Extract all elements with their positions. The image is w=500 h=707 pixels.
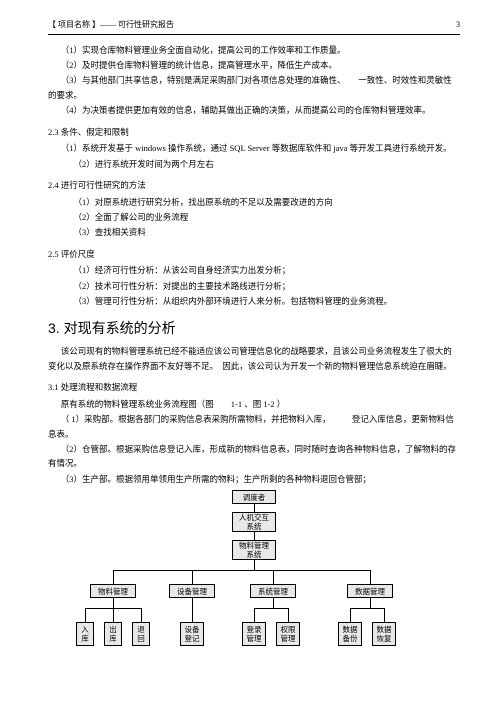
- sec-2-5-title: 2.5 评价尺度: [48, 247, 460, 261]
- sec-2-4-l1: （1）对原系统进行研究分析，找出原系统的不足以及需要改进的方向: [48, 195, 460, 209]
- chart-vline-8: [192, 598, 193, 608]
- item-1-3: （3）与其他部门共享信息，特别是满足采购部门对各项信息处理的准确性、 一致性、时…: [48, 73, 460, 102]
- chart-vline-13: [141, 608, 142, 622]
- sec-3-1-p1: 原有系统的物料管理系统业务流程图（图 1-1 、图 1-2 ）: [48, 397, 460, 411]
- chart-mid-2: 系统管理: [250, 584, 296, 598]
- sec-2-5-l3: （3）管理可行性分析：从组织内外部环境进行人来分析。包括物料管理的业务流程。: [48, 294, 460, 308]
- chart-vline-15: [254, 608, 255, 622]
- item-1-4: （4）为决策者提供更加有效的信息，辅助其做出正确的决策，从而提高公司的仓库物料管…: [48, 103, 460, 117]
- chart-leaf-1: 出 库: [104, 622, 122, 646]
- chart-hline-0: [113, 570, 370, 571]
- header-left: 【 项目名称 】—— 可行性研究报告: [48, 18, 174, 32]
- page-header: 【 项目名称 】—— 可行性研究报告 3: [48, 18, 460, 35]
- chart-vline-0: [254, 504, 255, 512]
- sec-2-5-l2: （2）技术可行性分析：对提出的主要技术路线进行分析；: [48, 279, 460, 293]
- header-page: 3: [456, 18, 460, 32]
- chart-leaf-3: 设备 登记: [180, 622, 204, 646]
- item-1-1: （1）实现仓库物料管理业务全面自动化，提高公司的工作效率和工作质量。: [48, 43, 460, 57]
- chart-top-0: 调度者: [232, 490, 276, 504]
- chart-top-2: 物料管理 系统: [232, 540, 276, 560]
- chart-hline-3: [350, 608, 384, 609]
- sec-2-3-title: 2.3 条件、假定和限制: [48, 125, 460, 139]
- chart-leaf-6: 数据 备份: [338, 622, 362, 646]
- chart-vline-3: [113, 570, 114, 584]
- chart-mid-1: 设备管理: [169, 584, 215, 598]
- chart-vline-6: [370, 570, 371, 584]
- chart-leaf-7: 数据 恢复: [372, 622, 396, 646]
- chart-vline-2: [254, 560, 255, 570]
- sec-2-3-l2: （2）进行系统开发时间为两个月左右: [48, 157, 460, 171]
- chart-vline-16: [288, 608, 289, 622]
- item-1-2: （2）及时提供仓库物料管理的统计信息，提高管理水平，降低生产成本。: [48, 58, 460, 72]
- sec-2-5-l1: （1）经济可行性分析：从该公司自身经济实力出发分析；: [48, 263, 460, 277]
- chart-vline-5: [273, 570, 274, 584]
- section-3-intro: 该公司现有的物料管理系统已经不能适应该公司管理信息化的战略要求，且该公司业务流程…: [48, 344, 460, 373]
- flowchart-diagram: 调度者人机交互 系统物料管理 系统物料管理 设备管理 系统管理 数据管理入 库出 库退…: [64, 490, 444, 660]
- chart-vline-12: [113, 608, 114, 622]
- chart-vline-10: [370, 598, 371, 608]
- sec-2-4-title: 2.4 进行可行性研究的方法: [48, 178, 460, 192]
- chart-leaf-2: 退 回: [132, 622, 150, 646]
- sec-3-1-p3: （2）仓管部。根据采购信息登记入库，形成新的物料信息表，同时随时查询各种物料信息…: [48, 442, 460, 471]
- chart-hline-1: [85, 608, 141, 609]
- chart-vline-14: [192, 608, 193, 622]
- chart-vline-7: [113, 598, 114, 608]
- chart-leaf-4: 登录 管理: [242, 622, 266, 646]
- chart-vline-4: [192, 570, 193, 584]
- chart-mid-3: 数据管理: [347, 584, 393, 598]
- section-3-heading: 3. 对现有系统的分析: [48, 317, 460, 341]
- chart-vline-1: [254, 532, 255, 540]
- chart-vline-9: [273, 598, 274, 608]
- chart-leaf-5: 权限 管理: [276, 622, 300, 646]
- chart-vline-11: [85, 608, 86, 622]
- sec-2-4-l3: （3）查找相关资料: [48, 225, 460, 239]
- sec-3-1-p2: （ 1）采购部。根据各部门的采购信息表采购所需物料，并把物料入库， 登记入库信息…: [48, 412, 460, 441]
- sec-2-3-l1: （1）系统开发基于 windows 操作系统，通过 SQL Server 等数据…: [48, 141, 460, 155]
- sec-3-1-p4: （3）生产部。根据领用单领用生产所需的物料；生产所剩的各种物料退回仓管部；: [48, 472, 460, 486]
- chart-vline-18: [384, 608, 385, 622]
- chart-leaf-0: 入 库: [76, 622, 94, 646]
- chart-mid-0: 物料管理: [90, 584, 136, 598]
- sec-2-4-l2: （2）全面了解公司的业务流程: [48, 210, 460, 224]
- sec-3-1-title: 3.1 处理流程和数据流程: [48, 380, 460, 394]
- chart-vline-17: [350, 608, 351, 622]
- chart-top-1: 人机交互 系统: [232, 512, 276, 532]
- chart-hline-2: [254, 608, 288, 609]
